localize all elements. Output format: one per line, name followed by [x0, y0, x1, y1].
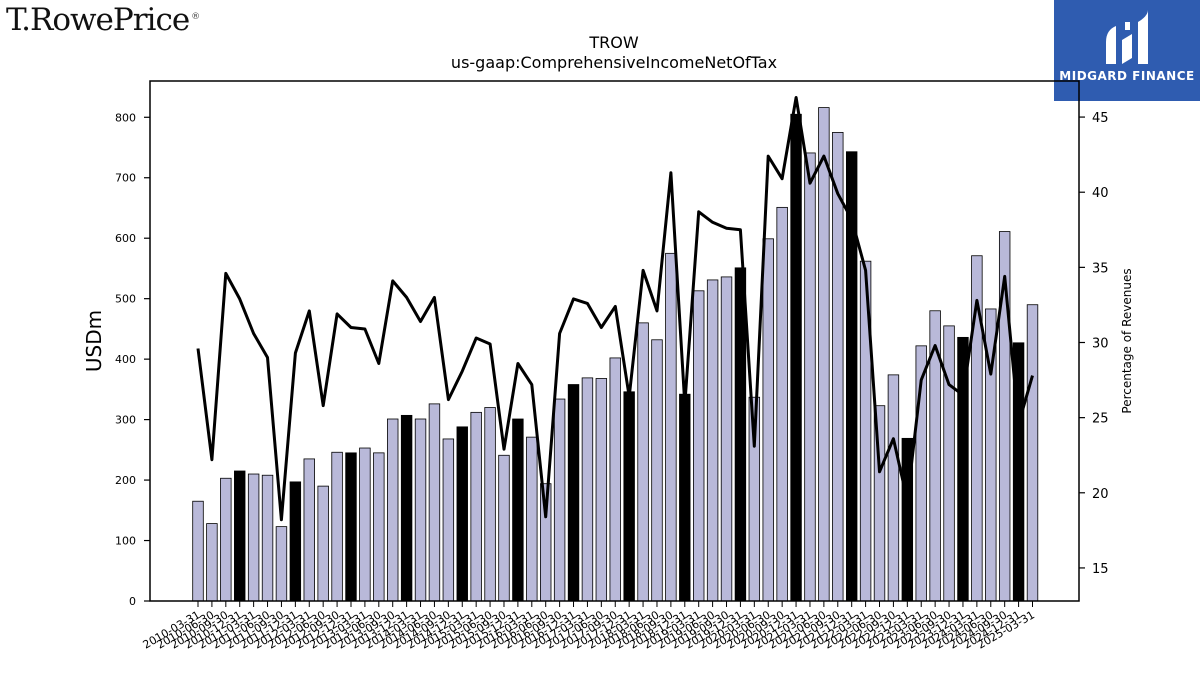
- bar: [637, 322, 649, 602]
- y-tick-label: 0: [129, 595, 136, 608]
- y-tick-label: 400: [115, 353, 136, 366]
- bar: [345, 452, 357, 602]
- bar: [776, 206, 788, 602]
- bar: [679, 393, 691, 602]
- bar: [456, 426, 468, 602]
- bar: [804, 152, 816, 602]
- bar: [609, 357, 621, 602]
- bar: [303, 458, 315, 602]
- t-rowe-price-logo: T.RowePrice ®: [6, 2, 200, 38]
- bar: [581, 377, 594, 602]
- bar: [373, 452, 385, 602]
- bar: [484, 407, 496, 602]
- bar: [234, 470, 246, 602]
- y2-tick-label: 30: [1092, 337, 1109, 352]
- y-tick-label: 100: [115, 535, 136, 548]
- bar: [790, 113, 802, 602]
- bar: [734, 267, 747, 602]
- y-tick-label: 500: [115, 293, 136, 306]
- midgard-finance-text: MIDGARD FINANCE: [1059, 69, 1195, 83]
- y-tick-label: 300: [115, 414, 136, 427]
- y-tick-label: 700: [115, 172, 136, 185]
- x-axis: 2010-03-312010-06-302010-09-302010-12-31…: [141, 601, 1037, 652]
- bar: [192, 500, 204, 602]
- y2-tick-label: 45: [1092, 111, 1109, 126]
- bar: [220, 477, 232, 602]
- percentage-line: [196, 96, 1034, 522]
- y-tick-label: 800: [115, 111, 136, 124]
- bar: [400, 414, 413, 602]
- bar: [567, 384, 580, 602]
- bar: [261, 474, 274, 602]
- y-axis-label: USDm: [82, 310, 106, 372]
- bar: [414, 418, 427, 602]
- chart-subtitle: us-gaap:ComprehensiveIncomeNetOfTax: [451, 53, 777, 72]
- right-axis: 15 20 25 30 35 40 45: [1079, 111, 1109, 577]
- bar: [706, 279, 719, 602]
- bar: [498, 454, 510, 602]
- bar: [442, 438, 455, 602]
- y2-tick-label: 15: [1092, 562, 1109, 577]
- t-rowe-price-logo-text: T.RowePrice: [6, 2, 190, 38]
- bars: [192, 107, 1039, 602]
- bar: [470, 411, 482, 602]
- bar: [818, 107, 830, 602]
- bar: [1026, 304, 1039, 602]
- midgard-emblem-icon: [1106, 10, 1148, 64]
- bar: [693, 290, 705, 602]
- bar: [526, 436, 538, 602]
- bar: [595, 378, 608, 602]
- chart-title: TROW: [588, 33, 638, 52]
- bar: [206, 523, 218, 602]
- bar: [331, 451, 343, 602]
- bar: [887, 374, 900, 602]
- left-axis: 0 100 200 300 400 500 600 700 800: [115, 111, 150, 608]
- bar: [651, 339, 663, 602]
- bar: [553, 398, 566, 602]
- y2-tick-label: 35: [1092, 261, 1109, 276]
- bar: [289, 481, 302, 602]
- y-tick-label: 600: [115, 232, 136, 245]
- bar: [359, 447, 371, 602]
- y2-tick-label: 40: [1092, 186, 1109, 201]
- bar: [387, 418, 399, 602]
- registered-mark: ®: [191, 11, 200, 22]
- bar: [665, 252, 677, 602]
- bar: [943, 325, 955, 602]
- bar: [512, 418, 524, 602]
- bar: [428, 403, 441, 602]
- bar: [247, 473, 260, 602]
- bar: [623, 391, 635, 602]
- y2-axis-label: Percentage of Revenues: [1120, 268, 1134, 413]
- bar: [762, 238, 774, 602]
- bar: [317, 485, 329, 602]
- y2-tick-label: 25: [1092, 412, 1109, 427]
- plot-frame: [149, 80, 1080, 602]
- y-tick-label: 200: [115, 474, 136, 487]
- bar: [275, 526, 288, 602]
- bar: [720, 276, 733, 602]
- y2-tick-label: 20: [1092, 487, 1109, 502]
